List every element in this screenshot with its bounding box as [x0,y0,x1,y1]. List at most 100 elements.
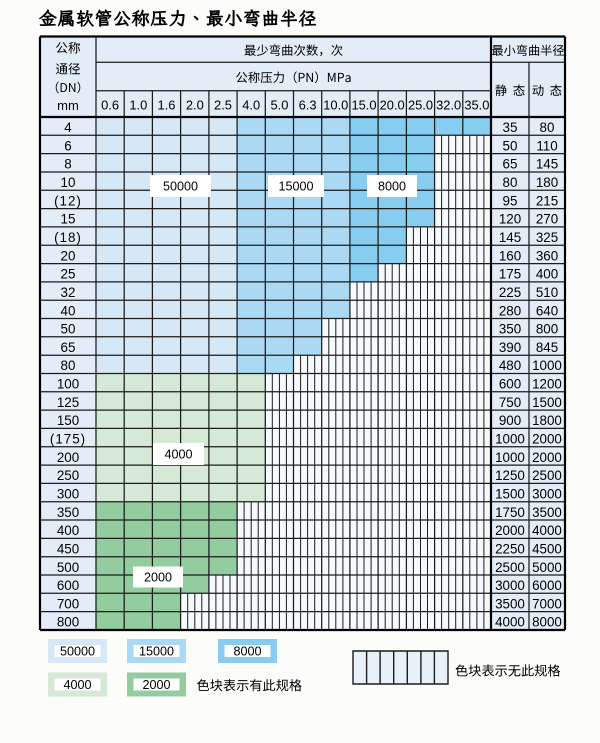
svg-text:3500: 3500 [532,505,562,520]
svg-text:1.0: 1.0 [129,98,147,113]
svg-text:175: 175 [499,267,521,282]
svg-text:25: 25 [61,267,76,282]
svg-text:15: 15 [61,212,76,227]
svg-text:270: 270 [536,212,558,227]
svg-text:1200: 1200 [532,377,562,392]
svg-text:600: 600 [57,578,79,593]
svg-text:200: 200 [57,450,79,465]
svg-text:350: 350 [499,322,521,337]
svg-text:15.0: 15.0 [351,98,376,113]
svg-text:6: 6 [64,138,71,153]
svg-text:400: 400 [57,523,79,538]
svg-text:65: 65 [503,157,518,172]
svg-text:150: 150 [57,413,79,428]
svg-text:100: 100 [57,377,79,392]
svg-text:2000: 2000 [532,432,562,447]
svg-text:4.0: 4.0 [242,98,260,113]
svg-text:300: 300 [57,487,79,502]
svg-text:(18): (18) [54,230,82,245]
svg-text:1.6: 1.6 [158,98,176,113]
svg-text:350: 350 [57,505,79,520]
svg-text:390: 390 [499,340,521,355]
svg-text:750: 750 [499,395,521,410]
svg-text:3000: 3000 [495,578,525,593]
svg-text:mm: mm [57,98,79,113]
svg-text:1000: 1000 [495,432,525,447]
svg-text:325: 325 [536,230,558,245]
svg-text:1250: 1250 [495,468,525,483]
svg-text:4: 4 [64,120,72,135]
svg-text:10: 10 [61,175,76,190]
svg-text:1000: 1000 [532,358,562,373]
svg-text:3500: 3500 [495,596,525,611]
svg-text:5.0: 5.0 [270,98,288,113]
svg-text:0.6: 0.6 [101,98,119,113]
svg-text:2500: 2500 [532,468,562,483]
svg-text:4000: 4000 [532,523,562,538]
svg-text:2250: 2250 [495,541,525,556]
svg-text:15000: 15000 [139,644,174,658]
svg-text:80: 80 [540,120,555,135]
svg-text:8000: 8000 [378,179,406,193]
svg-text:80: 80 [503,175,518,190]
svg-text:3000: 3000 [532,487,562,502]
svg-text:6000: 6000 [532,578,562,593]
svg-text:2.5: 2.5 [214,98,232,113]
svg-text:1000: 1000 [495,450,525,465]
svg-text:8000: 8000 [532,615,562,630]
svg-text:35.0: 35.0 [464,98,489,113]
svg-text:4000: 4000 [495,615,525,630]
svg-text:280: 280 [499,303,521,318]
svg-text:125: 125 [57,395,79,410]
svg-text:400: 400 [536,267,558,282]
svg-text:20.0: 20.0 [380,98,405,113]
svg-text:2.0: 2.0 [186,98,204,113]
svg-text:225: 225 [499,285,521,300]
svg-text:10.0: 10.0 [323,98,348,113]
svg-text:1500: 1500 [532,395,562,410]
svg-text:640: 640 [536,303,558,318]
svg-text:5000: 5000 [532,560,562,575]
svg-text:95: 95 [503,193,518,208]
svg-text:1500: 1500 [495,487,525,502]
svg-text:15000: 15000 [278,179,313,193]
svg-text:32: 32 [61,285,76,300]
svg-text:145: 145 [499,230,521,245]
svg-text:900: 900 [499,413,521,428]
svg-text:450: 450 [57,541,79,556]
svg-text:8000: 8000 [233,644,261,658]
svg-text:25.0: 25.0 [408,98,433,113]
svg-text:50: 50 [61,322,76,337]
svg-text:2000: 2000 [142,678,170,692]
svg-text:(175): (175) [50,432,86,447]
svg-text:800: 800 [57,615,79,630]
svg-text:50000: 50000 [163,179,198,193]
svg-text:40: 40 [61,303,76,318]
svg-text:180: 180 [536,175,558,190]
svg-text:50000: 50000 [60,644,95,658]
svg-text:510: 510 [536,285,558,300]
svg-text:4000: 4000 [63,678,91,692]
svg-text:32.0: 32.0 [436,98,461,113]
svg-text:80: 80 [61,358,76,373]
svg-text:4000: 4000 [164,447,192,461]
svg-text:6.3: 6.3 [299,98,317,113]
svg-text:160: 160 [499,248,521,263]
svg-text:360: 360 [536,248,558,263]
svg-text:500: 500 [57,560,79,575]
svg-text:2000: 2000 [495,523,525,538]
svg-text:145: 145 [536,157,558,172]
svg-text:215: 215 [536,193,558,208]
svg-text:250: 250 [57,468,79,483]
svg-text:800: 800 [536,322,558,337]
svg-text:120: 120 [499,212,521,227]
svg-text:110: 110 [536,138,557,153]
svg-text:8: 8 [64,157,71,172]
svg-text:20: 20 [61,248,76,263]
svg-text:2500: 2500 [495,560,525,575]
svg-text:480: 480 [499,358,521,373]
svg-text:2000: 2000 [144,570,172,584]
svg-text:1750: 1750 [495,505,525,520]
svg-text:4500: 4500 [532,541,562,556]
svg-text:35: 35 [503,120,518,135]
